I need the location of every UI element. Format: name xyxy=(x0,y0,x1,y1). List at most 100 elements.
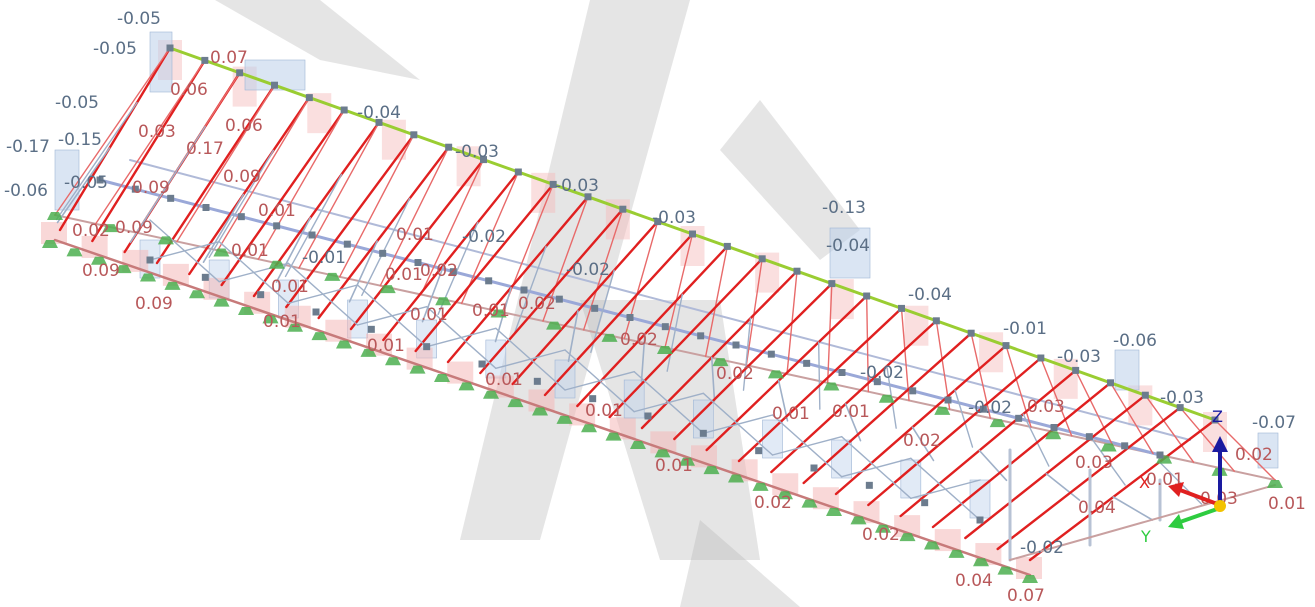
node-marker xyxy=(271,81,278,89)
result-label: 0.01 xyxy=(832,402,870,422)
node-marker xyxy=(979,405,987,413)
result-label: 0.02 xyxy=(620,330,658,350)
rafter xyxy=(964,394,1147,540)
node-marker xyxy=(423,343,431,351)
node-marker xyxy=(626,314,634,321)
rafter xyxy=(935,320,951,411)
x-axis-arrow xyxy=(1179,488,1221,507)
truss-member xyxy=(348,240,378,303)
support-marker xyxy=(1100,443,1117,452)
truss-member xyxy=(640,333,646,382)
support-marker xyxy=(948,549,965,558)
truss-member xyxy=(590,269,615,353)
result-label: 0.01 xyxy=(258,201,296,221)
rafter xyxy=(176,84,276,243)
y-axis-label: Y xyxy=(1140,527,1151,546)
support-marker xyxy=(801,499,818,508)
node-marker xyxy=(723,242,731,250)
support-marker xyxy=(1022,575,1038,583)
support-marker xyxy=(826,508,842,516)
truss-member xyxy=(777,379,789,422)
truss-member xyxy=(1045,472,1081,501)
rafter xyxy=(1214,419,1276,481)
brace xyxy=(287,284,359,305)
rafter xyxy=(285,133,416,309)
truss-member xyxy=(202,193,245,263)
truss-member xyxy=(513,245,547,334)
result-label: 0.17 xyxy=(186,139,224,159)
support-marker xyxy=(268,260,285,269)
node-marker xyxy=(909,387,917,395)
rafter xyxy=(826,282,833,384)
support-marker xyxy=(1045,431,1062,440)
truss-member xyxy=(132,125,206,240)
rafter xyxy=(867,356,1043,507)
node-markers xyxy=(96,44,1219,524)
truss-member xyxy=(954,389,974,448)
result-label: -0.01 xyxy=(302,248,346,268)
node-marker xyxy=(967,329,975,337)
support-marker xyxy=(47,212,63,220)
support-marker xyxy=(1267,480,1283,488)
rafter xyxy=(94,59,206,225)
y-axis-head xyxy=(1168,514,1184,529)
z-axis-label: Z xyxy=(1212,407,1223,426)
node-marker xyxy=(898,304,905,312)
node-marker xyxy=(689,230,696,238)
neg-result-panel xyxy=(1114,349,1140,391)
rafter xyxy=(899,369,1077,518)
node-marker xyxy=(1141,391,1149,399)
node-marker xyxy=(732,341,740,349)
node-marker xyxy=(343,240,351,248)
brace xyxy=(495,349,566,370)
result-label: 0.02 xyxy=(1235,445,1273,465)
rafter xyxy=(1109,382,1154,455)
node-marker xyxy=(699,429,707,437)
rafter xyxy=(1040,357,1073,437)
support-marker xyxy=(752,482,769,491)
node-marker xyxy=(201,56,209,64)
support-marker xyxy=(336,340,352,349)
rafter xyxy=(582,208,624,331)
truss-member xyxy=(1090,437,1126,486)
result-label: -0.03 xyxy=(455,142,499,162)
node-marker xyxy=(312,308,320,316)
result-label: 0.03 xyxy=(1075,453,1113,473)
result-label: 0.01 xyxy=(772,404,810,424)
support-marker xyxy=(989,419,1006,428)
result-label: -0.02 xyxy=(462,227,506,247)
support-marker xyxy=(679,457,695,466)
truss-member xyxy=(361,197,411,297)
node-marker xyxy=(654,218,662,226)
support-marker xyxy=(728,474,744,483)
result-label: 0.01 xyxy=(585,401,623,421)
node-marker xyxy=(944,396,952,404)
result-label: 0.01 xyxy=(472,301,510,321)
support-marker xyxy=(767,370,784,379)
result-label: -0.15 xyxy=(58,130,102,150)
result-label: -0.05 xyxy=(55,93,99,113)
result-label: 0.09 xyxy=(135,294,173,314)
truss-member xyxy=(742,317,752,391)
axis-triad: Z X Y xyxy=(1139,407,1228,546)
rafter xyxy=(664,233,694,349)
support-marker xyxy=(157,236,174,245)
result-label: -0.05 xyxy=(64,173,108,193)
rafter xyxy=(1074,369,1114,446)
brace xyxy=(149,240,220,261)
result-label: 0.01 xyxy=(385,265,423,285)
node-marker xyxy=(410,131,418,139)
truss-member xyxy=(710,356,716,402)
node-marker xyxy=(555,295,563,303)
result-label: -0.02 xyxy=(1020,538,1064,558)
support-marker xyxy=(875,524,891,533)
node-marker xyxy=(549,180,557,188)
support-marker xyxy=(899,533,916,542)
result-label: 0.01 xyxy=(263,312,301,332)
result-label: -0.03 xyxy=(1057,347,1101,367)
rafter xyxy=(420,158,485,296)
result-label: -0.04 xyxy=(826,236,870,256)
node-marker xyxy=(202,204,210,211)
